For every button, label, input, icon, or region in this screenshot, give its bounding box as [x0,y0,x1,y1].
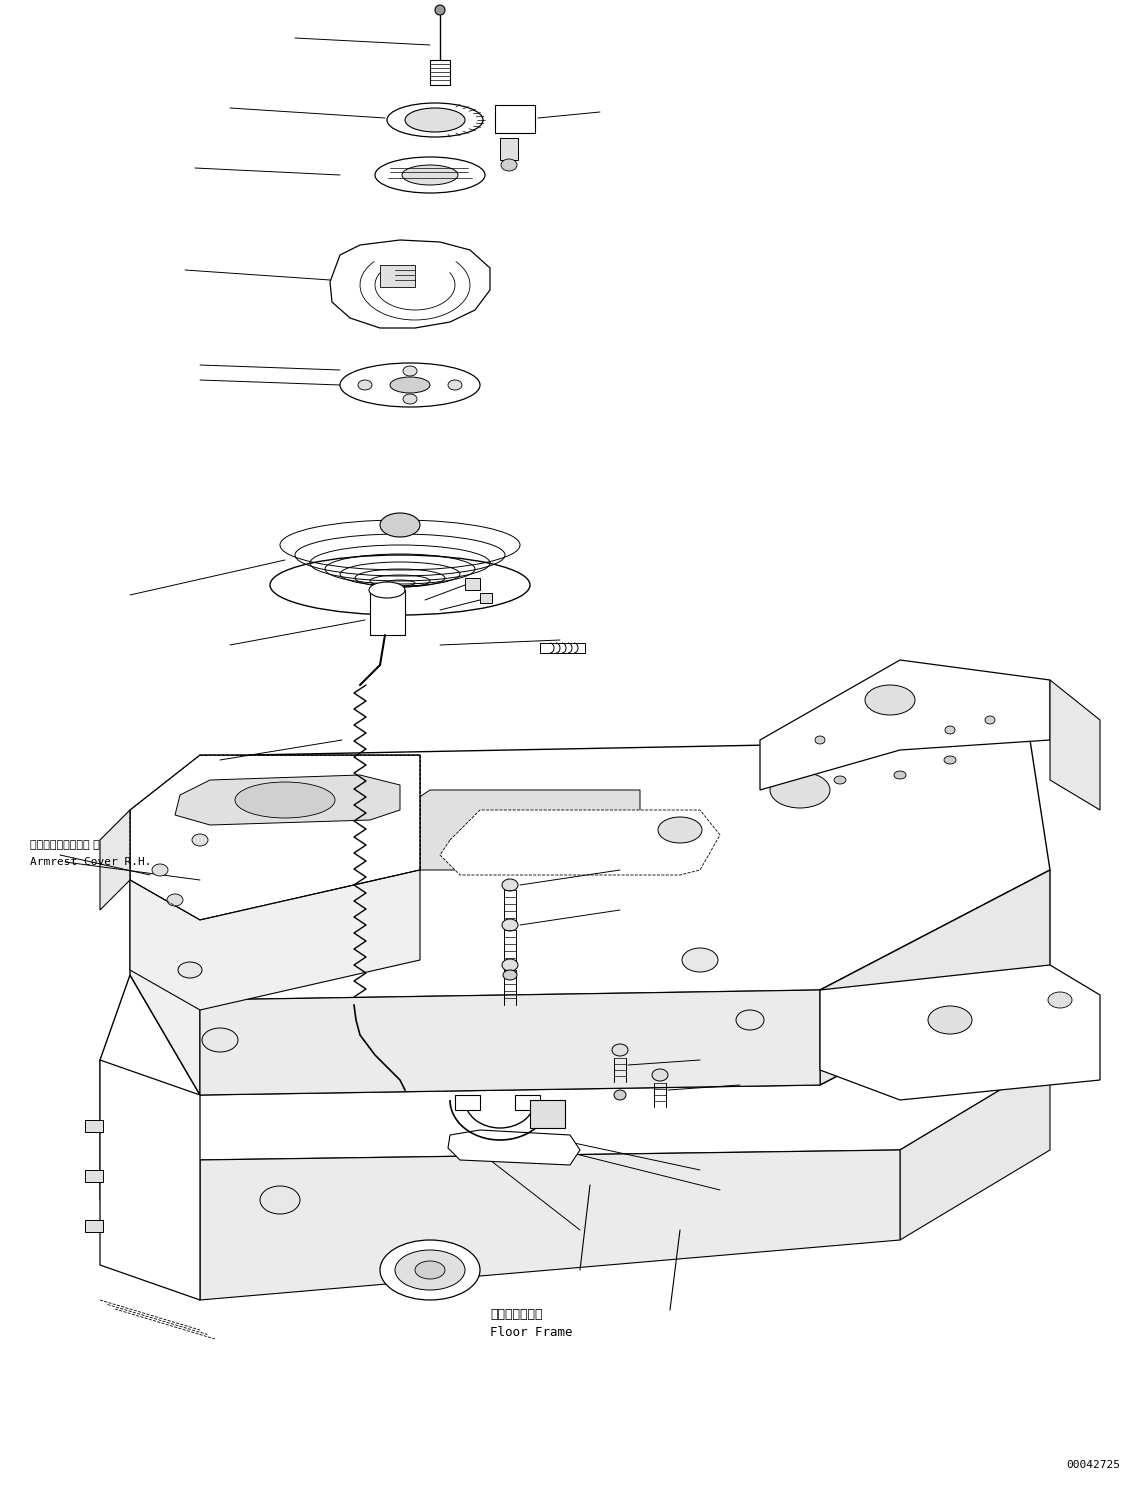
Polygon shape [200,990,820,1094]
Ellipse shape [894,771,906,779]
Ellipse shape [612,1044,629,1056]
Ellipse shape [928,1007,972,1033]
Polygon shape [175,774,400,825]
Ellipse shape [235,782,335,817]
Bar [496,106,535,133]
Text: フロアフレーム: フロアフレーム [490,1309,543,1322]
Ellipse shape [770,771,830,809]
Polygon shape [130,740,1050,1001]
Ellipse shape [502,879,518,890]
Polygon shape [100,810,130,910]
Polygon shape [130,880,200,1094]
Polygon shape [100,1060,200,1300]
Text: Floor Frame: Floor Frame [490,1327,572,1340]
Ellipse shape [502,919,518,931]
Ellipse shape [405,109,465,133]
Ellipse shape [340,363,479,406]
Ellipse shape [501,159,517,171]
Text: 00042725: 00042725 [1066,1461,1119,1470]
Ellipse shape [260,1187,301,1214]
Ellipse shape [331,858,368,881]
Bar [430,60,450,85]
Ellipse shape [1048,992,1072,1008]
Polygon shape [100,965,1050,1160]
Bar [85,1120,103,1132]
Text: アームレストカバー 右: アームレストカバー 右 [30,840,100,850]
Ellipse shape [682,948,718,972]
Text: Armrest Cover R.H.: Armrest Cover R.H. [30,858,151,867]
Ellipse shape [403,366,418,377]
Ellipse shape [390,377,430,393]
Ellipse shape [502,959,518,971]
Ellipse shape [380,1240,479,1300]
Ellipse shape [504,969,517,980]
Polygon shape [130,755,420,920]
Ellipse shape [415,1261,445,1279]
Bar [530,1100,565,1129]
Bar [540,643,585,654]
Ellipse shape [192,834,208,846]
Ellipse shape [944,756,955,764]
Bar [85,1219,103,1231]
Bar [515,1094,540,1109]
Ellipse shape [816,736,825,744]
Ellipse shape [387,103,483,137]
Ellipse shape [167,893,184,905]
Polygon shape [760,660,1050,791]
Bar [455,1094,479,1109]
Ellipse shape [153,864,167,876]
Bar [380,265,415,287]
Ellipse shape [369,582,405,599]
Ellipse shape [270,555,530,615]
Polygon shape [448,1130,580,1164]
Ellipse shape [614,1090,626,1100]
Polygon shape [1050,680,1100,810]
Polygon shape [900,1060,1050,1240]
Polygon shape [100,1060,200,1300]
Polygon shape [440,810,720,876]
Ellipse shape [202,1027,237,1053]
Ellipse shape [651,1069,668,1081]
Bar [370,590,405,634]
Ellipse shape [401,165,458,185]
Polygon shape [820,870,1050,1085]
Ellipse shape [403,395,418,404]
Ellipse shape [945,727,955,734]
Ellipse shape [375,156,485,194]
Ellipse shape [358,380,372,390]
Bar [479,593,492,603]
Polygon shape [200,1150,900,1300]
Ellipse shape [178,962,202,978]
Ellipse shape [658,817,702,843]
Polygon shape [130,870,420,1010]
Ellipse shape [736,1010,764,1030]
Polygon shape [820,965,1100,1100]
Bar [500,138,518,159]
Ellipse shape [380,514,420,538]
Bar [85,1170,103,1182]
Polygon shape [330,240,490,328]
Ellipse shape [834,776,846,785]
Ellipse shape [435,4,445,15]
Ellipse shape [395,1249,465,1289]
Ellipse shape [865,685,915,715]
Ellipse shape [985,716,994,724]
Polygon shape [370,791,640,870]
Ellipse shape [448,380,462,390]
Bar [465,578,479,590]
